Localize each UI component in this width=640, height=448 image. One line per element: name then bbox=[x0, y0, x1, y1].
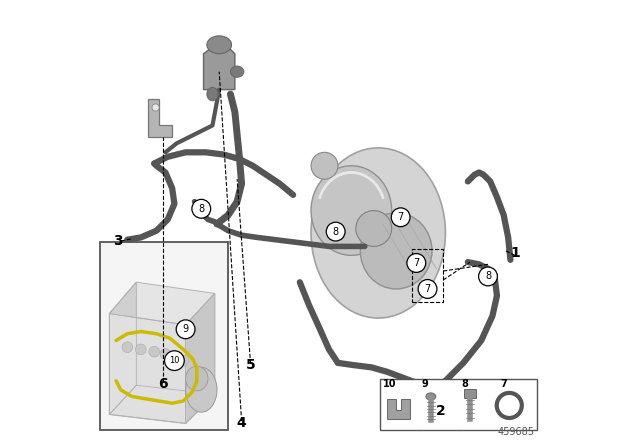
Ellipse shape bbox=[230, 66, 244, 77]
Ellipse shape bbox=[311, 166, 392, 255]
Text: 8: 8 bbox=[198, 204, 204, 214]
Text: 8: 8 bbox=[333, 227, 339, 237]
Text: 7: 7 bbox=[397, 212, 404, 222]
Circle shape bbox=[136, 344, 146, 355]
Text: 459685: 459685 bbox=[498, 427, 535, 437]
Circle shape bbox=[149, 346, 159, 357]
Bar bbox=[380, 379, 538, 430]
Text: 2: 2 bbox=[436, 404, 446, 418]
Ellipse shape bbox=[186, 366, 208, 391]
Text: 9: 9 bbox=[182, 324, 189, 334]
Polygon shape bbox=[387, 399, 410, 419]
Polygon shape bbox=[109, 314, 186, 423]
Circle shape bbox=[169, 353, 180, 364]
Polygon shape bbox=[186, 293, 215, 423]
Circle shape bbox=[164, 351, 184, 370]
Circle shape bbox=[178, 355, 189, 366]
Circle shape bbox=[391, 208, 410, 227]
Ellipse shape bbox=[207, 87, 218, 101]
Ellipse shape bbox=[426, 393, 436, 400]
Circle shape bbox=[407, 254, 426, 272]
Circle shape bbox=[160, 349, 171, 359]
Text: 1: 1 bbox=[510, 246, 520, 260]
Bar bbox=[100, 242, 228, 430]
Polygon shape bbox=[109, 282, 215, 325]
Circle shape bbox=[192, 199, 211, 218]
Ellipse shape bbox=[311, 148, 445, 318]
Circle shape bbox=[418, 280, 437, 298]
Circle shape bbox=[326, 222, 345, 241]
Circle shape bbox=[152, 104, 159, 111]
Circle shape bbox=[122, 342, 132, 353]
Text: 3: 3 bbox=[113, 233, 124, 248]
FancyBboxPatch shape bbox=[464, 389, 476, 398]
Ellipse shape bbox=[356, 211, 392, 246]
Text: 4: 4 bbox=[237, 416, 246, 431]
Circle shape bbox=[176, 320, 195, 339]
Text: 8: 8 bbox=[485, 271, 491, 281]
Polygon shape bbox=[109, 282, 136, 414]
Text: 10: 10 bbox=[169, 356, 180, 365]
Ellipse shape bbox=[311, 152, 338, 179]
Text: 6: 6 bbox=[158, 377, 168, 392]
Text: 8: 8 bbox=[461, 379, 468, 388]
Ellipse shape bbox=[186, 367, 217, 412]
Text: 9: 9 bbox=[422, 379, 429, 388]
Polygon shape bbox=[148, 99, 172, 137]
Polygon shape bbox=[109, 385, 215, 423]
Text: 7: 7 bbox=[424, 284, 431, 294]
Ellipse shape bbox=[360, 213, 432, 289]
Ellipse shape bbox=[207, 36, 232, 54]
Polygon shape bbox=[204, 40, 235, 90]
Text: 5: 5 bbox=[246, 358, 255, 372]
Text: 7: 7 bbox=[413, 258, 419, 268]
Text: 10: 10 bbox=[383, 379, 396, 388]
Circle shape bbox=[479, 267, 497, 286]
Text: 7: 7 bbox=[500, 379, 507, 388]
